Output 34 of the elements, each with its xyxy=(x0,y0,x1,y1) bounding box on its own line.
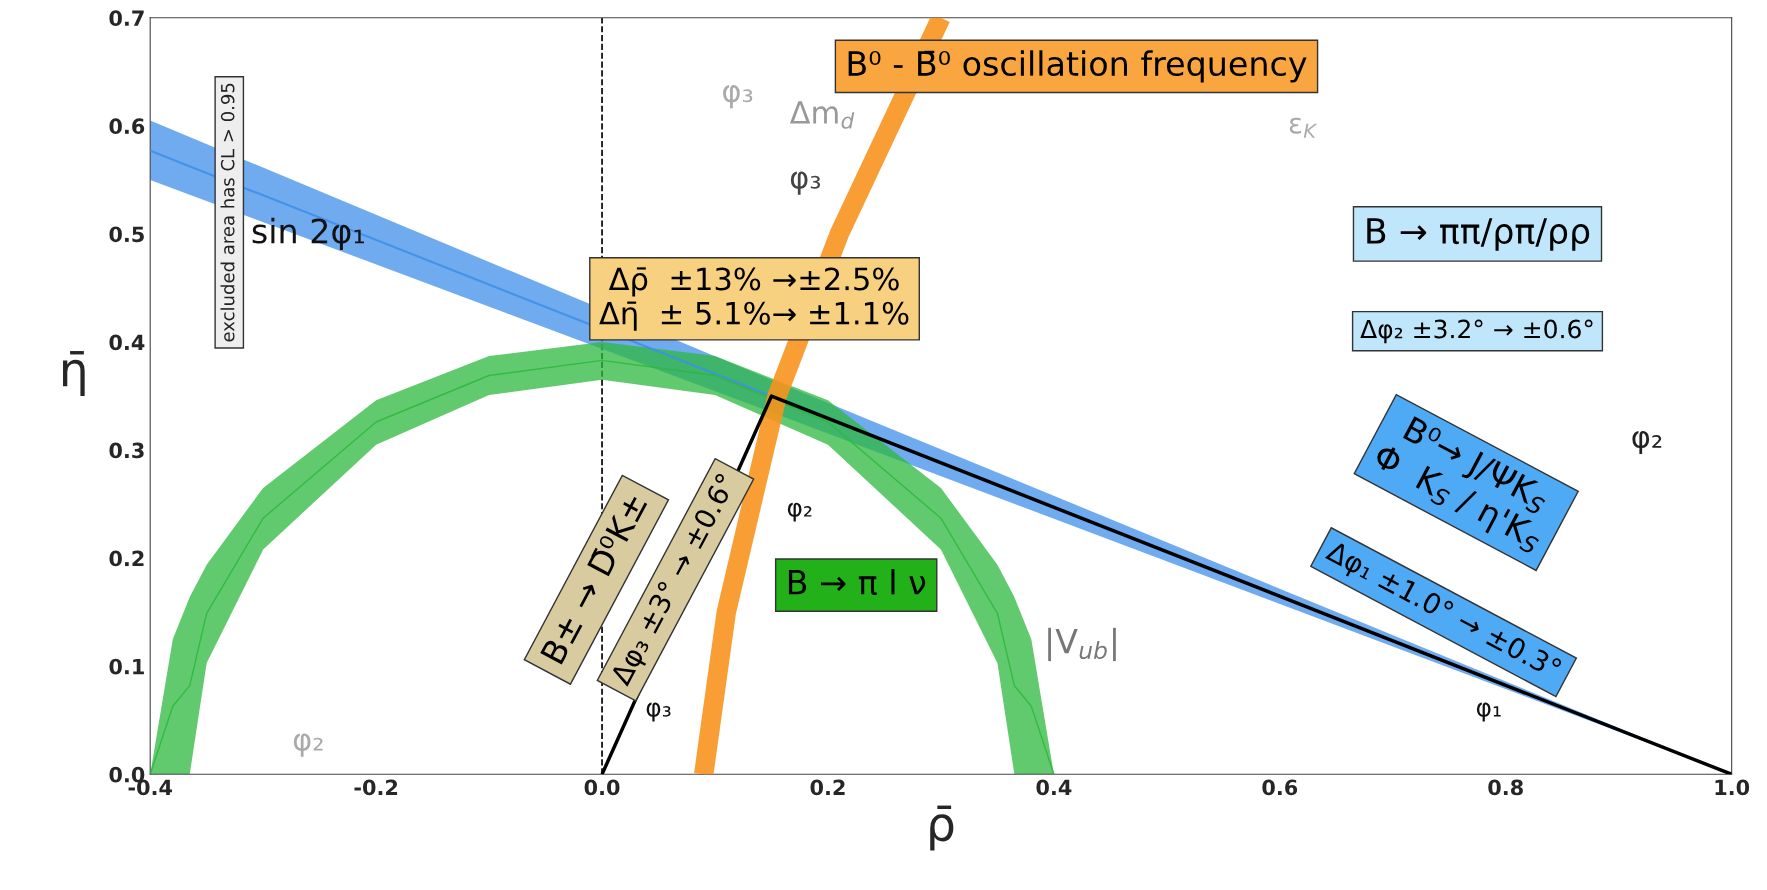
annotation: φ₃ xyxy=(646,702,671,722)
annotation: B → π l ν xyxy=(788,569,926,596)
x-tick-label: 0.8 xyxy=(1488,779,1523,796)
annotation: Δρ̄ ±13% →±2.5% Δη̄ ± 5.1%→ ±1.1% xyxy=(599,267,909,331)
y-tick-label: 0.7 xyxy=(109,10,144,27)
annotation: φ₂ xyxy=(787,502,812,522)
y-tick-label: 0.5 xyxy=(109,226,144,243)
annotation: sin 2φ₁ xyxy=(252,217,364,251)
x-tick-label: -0.2 xyxy=(354,779,398,796)
annotation: |V$_{ub}$| xyxy=(1048,627,1116,662)
annotation: Δm$_{d}$ xyxy=(789,101,855,129)
y-tick-label: 0.6 xyxy=(109,118,145,135)
annotation: Δφ₂ ±3.2° → ±0.6° xyxy=(1360,319,1593,344)
annotation: ε$_{K}$ xyxy=(1289,117,1318,138)
annotation: excluded area has CL > 0.95 xyxy=(220,83,235,342)
x-tick-label: 0.2 xyxy=(810,779,845,796)
x-tick-label: 0.0 xyxy=(584,779,620,796)
x-tick-label: 1.0 xyxy=(1715,779,1750,796)
text: B⁰→ J/ΨK$_{S}$ Φ K$_{S}$ / η'K$_{S}$ xyxy=(1372,416,1546,556)
annotation: φ₃ xyxy=(723,85,753,109)
annotation: φ₁ xyxy=(1476,702,1501,722)
y-tick-label: 0.3 xyxy=(109,442,144,459)
y-tick-label: 0.4 xyxy=(109,334,145,351)
y-axis-title: η̄ xyxy=(63,351,85,397)
annotation: φ₃ xyxy=(790,171,821,195)
x-axis-title: ρ̄ xyxy=(930,805,954,851)
annotation: φ₂ xyxy=(1632,430,1662,455)
annotation: B → ππ/ρπ/ρρ xyxy=(1367,218,1590,251)
y-tick-label: 0.1 xyxy=(109,658,144,675)
x-tick-label: 0.4 xyxy=(1036,779,1072,796)
annotation: B⁰ - B̄⁰ oscillation frequency xyxy=(848,50,1307,83)
y-tick-label: 0.2 xyxy=(109,550,144,567)
annotation: φ₂ xyxy=(293,733,323,757)
x-tick-label: 0.6 xyxy=(1262,779,1298,796)
